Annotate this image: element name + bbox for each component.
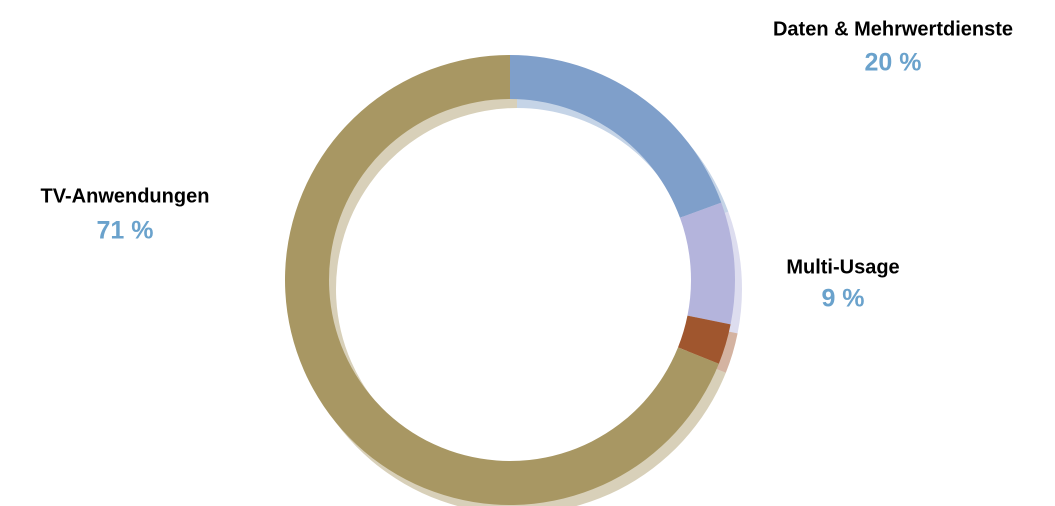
value-label: 71 % [97, 217, 154, 245]
category-label: Multi-Usage [786, 256, 899, 278]
value-label: 9 % [821, 285, 864, 313]
ring [285, 55, 735, 506]
segment [510, 55, 722, 218]
segment [679, 202, 735, 325]
category-label: TV-Anwendungen [41, 185, 210, 207]
category-label: Daten & Mehrwertdienste [773, 18, 1013, 40]
value-label: 20 % [865, 49, 922, 77]
segment [678, 315, 731, 364]
labels: Daten & Mehrwertdienste 20 % Multi-Usage 9 … [41, 18, 1013, 312]
